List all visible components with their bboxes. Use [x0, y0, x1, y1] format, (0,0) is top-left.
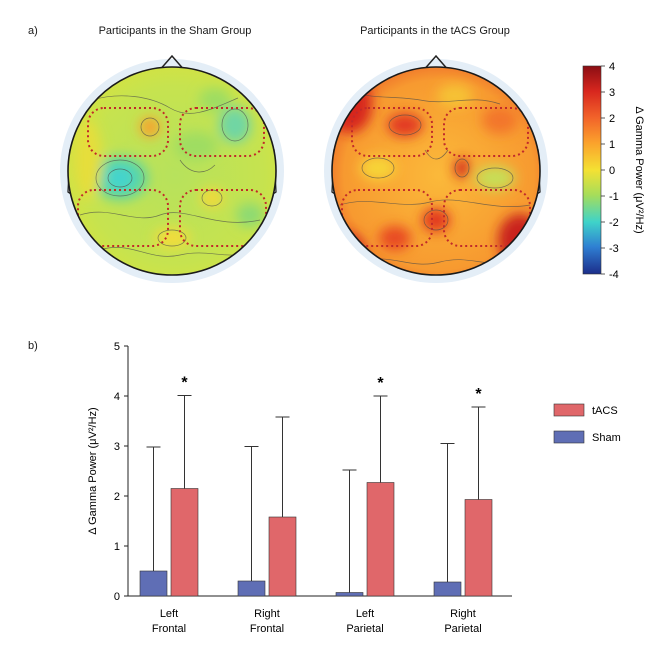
category-label-line2: Parietal	[444, 623, 481, 635]
category-label-line2: Frontal	[152, 623, 186, 635]
colorbar-tick-label: -4	[609, 269, 619, 281]
bar-sham-3	[433, 581, 462, 597]
tacs-topomap	[324, 54, 548, 283]
colorbar-tick-label: -3	[609, 243, 619, 255]
colorbar-tick-label: 4	[609, 61, 615, 73]
legend: tACS Sham	[553, 403, 621, 444]
y-tick-label: 1	[114, 541, 120, 553]
sham-topomap-title: Participants in the Sham Group	[98, 25, 252, 37]
bar-tacs-0	[170, 488, 199, 597]
category-label-line2: Frontal	[250, 623, 284, 635]
y-tick-label: 2	[114, 491, 120, 503]
y-axis-label: Δ Gamma Power (μV²/Hz)	[87, 407, 99, 534]
y-axis-ticks: 0 1 2 3 4 5	[114, 341, 128, 603]
significance-star-3: *	[475, 386, 482, 403]
y-tick-label: 5	[114, 341, 120, 353]
sham-head-outline	[67, 66, 277, 276]
bar-chart: 0 1 2 3 4 5 * * * Left Frontal Right Frontal Left Pa…	[87, 341, 621, 635]
legend-label-sham: Sham	[592, 432, 621, 444]
legend-swatch-tacs	[553, 403, 585, 417]
colorbar: 4 3 2 1 0 -1 -2 -3 -4 Δ Gamma Power (μV²/Hz)	[582, 61, 645, 281]
y-tick-label: 4	[114, 391, 120, 403]
sham-topomap	[60, 54, 284, 283]
bar-tacs-1	[268, 516, 297, 597]
bar-sham-1	[237, 580, 266, 597]
category-label-line1: Right	[254, 608, 280, 620]
category-label-line1: Left	[160, 608, 178, 620]
colorbar-tick-label: 0	[609, 165, 615, 177]
colorbar-tick-label: -1	[609, 191, 619, 203]
colorbar-tick-label: 2	[609, 113, 615, 125]
tacs-head-outline	[331, 66, 541, 276]
category-label-line1: Right	[450, 608, 476, 620]
y-tick-label: 3	[114, 441, 120, 453]
colorbar-tick-label: 3	[609, 87, 615, 99]
bar-sham-0	[139, 570, 168, 597]
bar-tacs-2	[366, 482, 395, 597]
significance-star-2: *	[377, 375, 384, 392]
bars	[139, 482, 493, 597]
colorbar-gradient	[582, 65, 602, 275]
error-bars	[146, 395, 486, 593]
significance-markers: * * *	[181, 375, 482, 404]
x-axis-categories: Left Frontal Right Frontal Left Parietal Right…	[152, 608, 482, 635]
colorbar-tick-label: 1	[609, 139, 615, 151]
panel-label-a: a)	[28, 25, 38, 37]
significance-star-0: *	[181, 375, 188, 392]
tacs-topomap-title: Participants in the tACS Group	[360, 25, 510, 37]
colorbar-label: Δ Gamma Power (μV²/Hz)	[633, 106, 645, 233]
colorbar-tick-label: -2	[609, 217, 619, 229]
panel-label-b: b)	[28, 340, 38, 352]
category-label-line1: Left	[356, 608, 374, 620]
y-tick-label: 0	[114, 591, 120, 603]
legend-label-tacs: tACS	[592, 405, 618, 417]
bar-tacs-3	[464, 499, 493, 597]
colorbar-ticks: 4 3 2 1 0 -1 -2 -3 -4	[601, 61, 619, 281]
category-label-line2: Parietal	[346, 623, 383, 635]
bar-sham-2	[335, 592, 364, 597]
legend-swatch-sham	[553, 430, 585, 444]
